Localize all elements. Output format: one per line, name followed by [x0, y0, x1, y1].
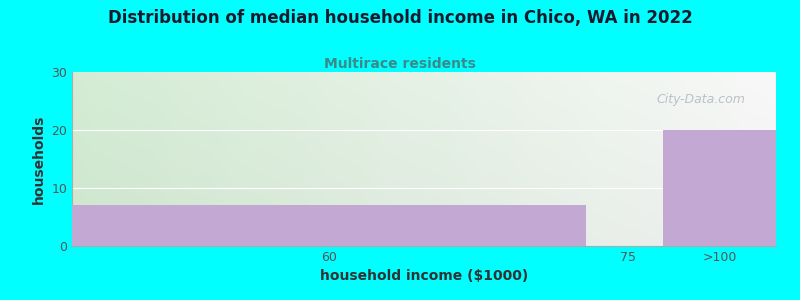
Bar	[663, 130, 776, 246]
Bar	[72, 206, 586, 246]
Text: Multirace residents: Multirace residents	[324, 57, 476, 71]
Y-axis label: households: households	[32, 114, 46, 204]
Text: Distribution of median household income in Chico, WA in 2022: Distribution of median household income …	[108, 9, 692, 27]
X-axis label: household income ($1000): household income ($1000)	[320, 269, 528, 284]
Text: City-Data.com: City-Data.com	[656, 93, 745, 106]
